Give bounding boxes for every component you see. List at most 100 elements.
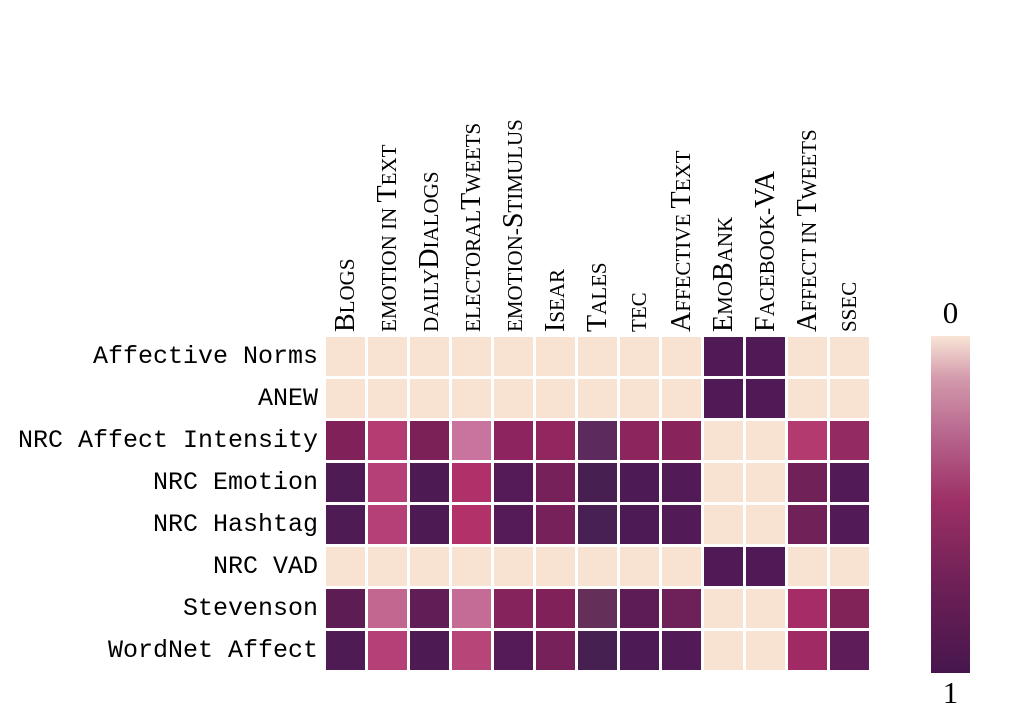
cell-r3-c9 [704, 463, 743, 502]
col-label-2: DAILYDIALOGS [414, 171, 445, 332]
cell-r3-c4 [494, 463, 533, 502]
cell-r4-c6 [578, 505, 617, 544]
cell-r4-c10 [746, 505, 785, 544]
cell-r3-c3 [452, 463, 491, 502]
cell-r2-c1 [368, 421, 407, 460]
cell-r5-c6 [578, 547, 617, 586]
cell-r5-c7 [620, 547, 659, 586]
row-label-1: ANEW [257, 384, 318, 413]
cell-r0-c12 [830, 337, 869, 376]
cell-r1-c9 [704, 379, 743, 418]
cell-r3-c8 [662, 463, 701, 502]
cell-r1-c2 [410, 379, 449, 418]
cell-r0-c0 [326, 337, 365, 376]
col-label-11: AFFECT IN TWEETS [792, 129, 823, 332]
cell-r0-c10 [746, 337, 785, 376]
cell-r6-c0 [326, 589, 365, 628]
cell-r6-c12 [830, 589, 869, 628]
cell-r6-c10 [746, 589, 785, 628]
colorbar-tick-max: 1 [942, 675, 959, 710]
cell-r2-c4 [494, 421, 533, 460]
cell-r7-c5 [536, 631, 575, 670]
cell-r2-c6 [578, 421, 617, 460]
cell-r3-c7 [620, 463, 659, 502]
cell-r6-c9 [704, 589, 743, 628]
col-label-3: ELECTORALTWEETS [456, 122, 487, 332]
cell-r0-c2 [410, 337, 449, 376]
col-label-4: EMOTION-STIMULUS [498, 119, 529, 332]
cell-r2-c2 [410, 421, 449, 460]
cell-r1-c7 [620, 379, 659, 418]
cell-r7-c8 [662, 631, 701, 670]
cell-r1-c8 [662, 379, 701, 418]
cell-r1-c3 [452, 379, 491, 418]
cell-r5-c2 [410, 547, 449, 586]
cell-r3-c11 [788, 463, 827, 502]
cell-r0-c11 [788, 337, 827, 376]
cell-r7-c9 [704, 631, 743, 670]
cell-r6-c3 [452, 589, 491, 628]
cell-r5-c3 [452, 547, 491, 586]
cell-r6-c7 [620, 589, 659, 628]
cell-r7-c0 [326, 631, 365, 670]
row-label-5: NRC VAD [212, 552, 318, 581]
cell-r0-c9 [704, 337, 743, 376]
cell-r4-c1 [368, 505, 407, 544]
col-label-6: TALES [582, 262, 613, 332]
cell-r3-c10 [746, 463, 785, 502]
cell-r7-c7 [620, 631, 659, 670]
cell-r0-c4 [494, 337, 533, 376]
row-label-6: Stevenson [182, 594, 318, 623]
cell-r3-c1 [368, 463, 407, 502]
colorbar-tick-min: 0 [942, 295, 959, 330]
cell-r1-c0 [326, 379, 365, 418]
heatmap-grid [326, 337, 869, 670]
cell-r2-c5 [536, 421, 575, 460]
cell-r2-c9 [704, 421, 743, 460]
cell-r1-c5 [536, 379, 575, 418]
cell-r2-c7 [620, 421, 659, 460]
cell-r7-c11 [788, 631, 827, 670]
row-label-4: NRC Hashtag [152, 510, 318, 539]
cell-r1-c1 [368, 379, 407, 418]
cell-r5-c9 [704, 547, 743, 586]
cell-r6-c1 [368, 589, 407, 628]
cell-r5-c5 [536, 547, 575, 586]
cell-r5-c10 [746, 547, 785, 586]
cell-r0-c3 [452, 337, 491, 376]
cell-r5-c8 [662, 547, 701, 586]
cell-r7-c3 [452, 631, 491, 670]
cell-r7-c4 [494, 631, 533, 670]
row-labels: Affective Norms ANEW NRC Affect Intensity N… [0, 337, 318, 670]
cell-r6-c5 [536, 589, 575, 628]
cell-r0-c5 [536, 337, 575, 376]
row-label-2: NRC Affect Intensity [17, 426, 318, 455]
cell-r4-c5 [536, 505, 575, 544]
cell-r0-c8 [662, 337, 701, 376]
cell-r4-c12 [830, 505, 869, 544]
cell-r5-c4 [494, 547, 533, 586]
cell-r1-c11 [788, 379, 827, 418]
col-label-1: EMOTION IN TEXT [372, 144, 403, 332]
cell-r0-c1 [368, 337, 407, 376]
cell-r4-c7 [620, 505, 659, 544]
cell-r4-c4 [494, 505, 533, 544]
cell-r4-c3 [452, 505, 491, 544]
cell-r1-c4 [494, 379, 533, 418]
cell-r2-c12 [830, 421, 869, 460]
cell-r3-c5 [536, 463, 575, 502]
cell-r6-c2 [410, 589, 449, 628]
colorbar-gradient [931, 336, 970, 673]
col-label-10: FACEBOOK-VA [750, 171, 781, 332]
col-label-9: EMOBANK [708, 216, 739, 332]
cell-r6-c11 [788, 589, 827, 628]
cell-r6-c4 [494, 589, 533, 628]
row-label-3: NRC Emotion [152, 468, 318, 497]
cell-r2-c0 [326, 421, 365, 460]
col-label-5: ISEAR [540, 268, 571, 332]
cell-r0-c7 [620, 337, 659, 376]
cell-r3-c12 [830, 463, 869, 502]
row-label-7: WordNet Affect [107, 636, 318, 665]
cell-r6-c8 [662, 589, 701, 628]
cell-r1-c12 [830, 379, 869, 418]
